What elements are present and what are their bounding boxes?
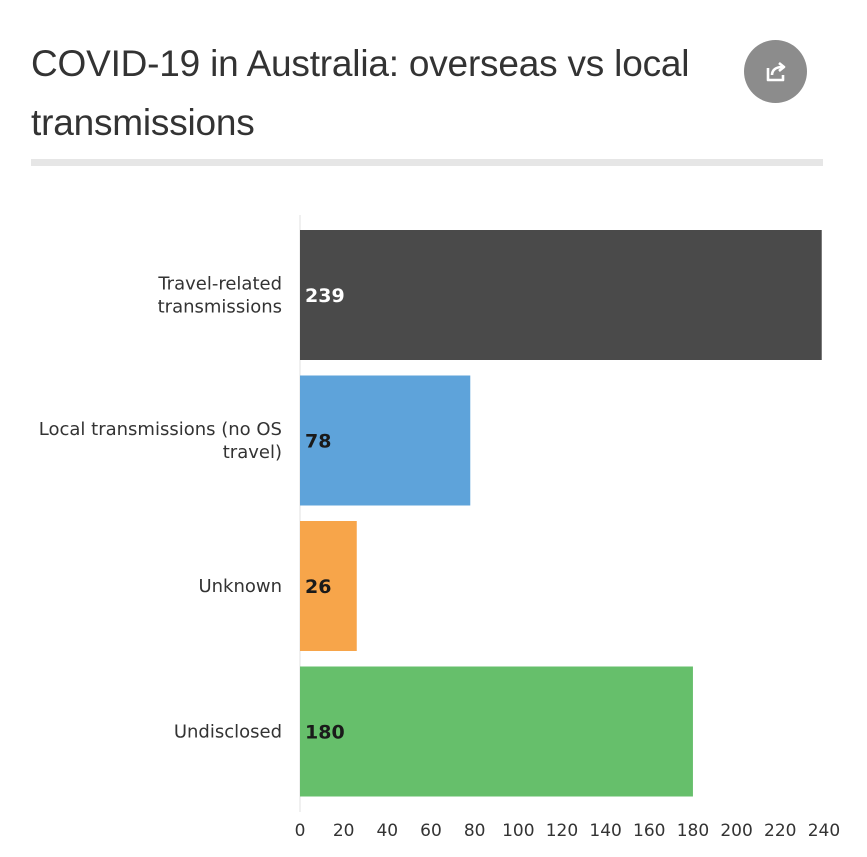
category-label: Travel-related transmissions [157, 274, 282, 318]
data-label: 180 [305, 722, 345, 744]
x-tick-label: 200 [720, 821, 752, 841]
data-label: 78 [305, 431, 331, 453]
x-tick-label: 0 [295, 821, 306, 841]
x-tick-label: 60 [420, 821, 442, 841]
category-label: Undisclosed [174, 722, 282, 743]
x-tick-label: 240 [808, 821, 840, 841]
x-tick-label: 100 [502, 821, 534, 841]
data-label: 239 [305, 285, 345, 307]
bar [300, 375, 471, 506]
share-button[interactable] [744, 40, 807, 103]
bar [300, 666, 693, 797]
x-tick-label: 80 [464, 821, 486, 841]
data-label: 26 [305, 576, 331, 598]
title-divider [31, 159, 823, 166]
x-tick-label: 180 [677, 821, 709, 841]
x-tick-label: 140 [589, 821, 621, 841]
category-label: Unknown [198, 576, 282, 597]
x-tick-label: 120 [546, 821, 578, 841]
x-tick-label: 220 [764, 821, 796, 841]
chart-header: COVID-19 in Australia: overseas vs local… [31, 34, 731, 152]
x-tick-label: 40 [376, 821, 398, 841]
x-tick-label: 160 [633, 821, 665, 841]
bar [300, 230, 822, 360]
share-icon [766, 61, 785, 81]
category-label: Local transmissions (no OS travel) [39, 419, 282, 463]
page-title: COVID-19 in Australia: overseas vs local… [31, 43, 690, 143]
bar [300, 521, 357, 651]
x-tick-label: 20 [333, 821, 355, 841]
